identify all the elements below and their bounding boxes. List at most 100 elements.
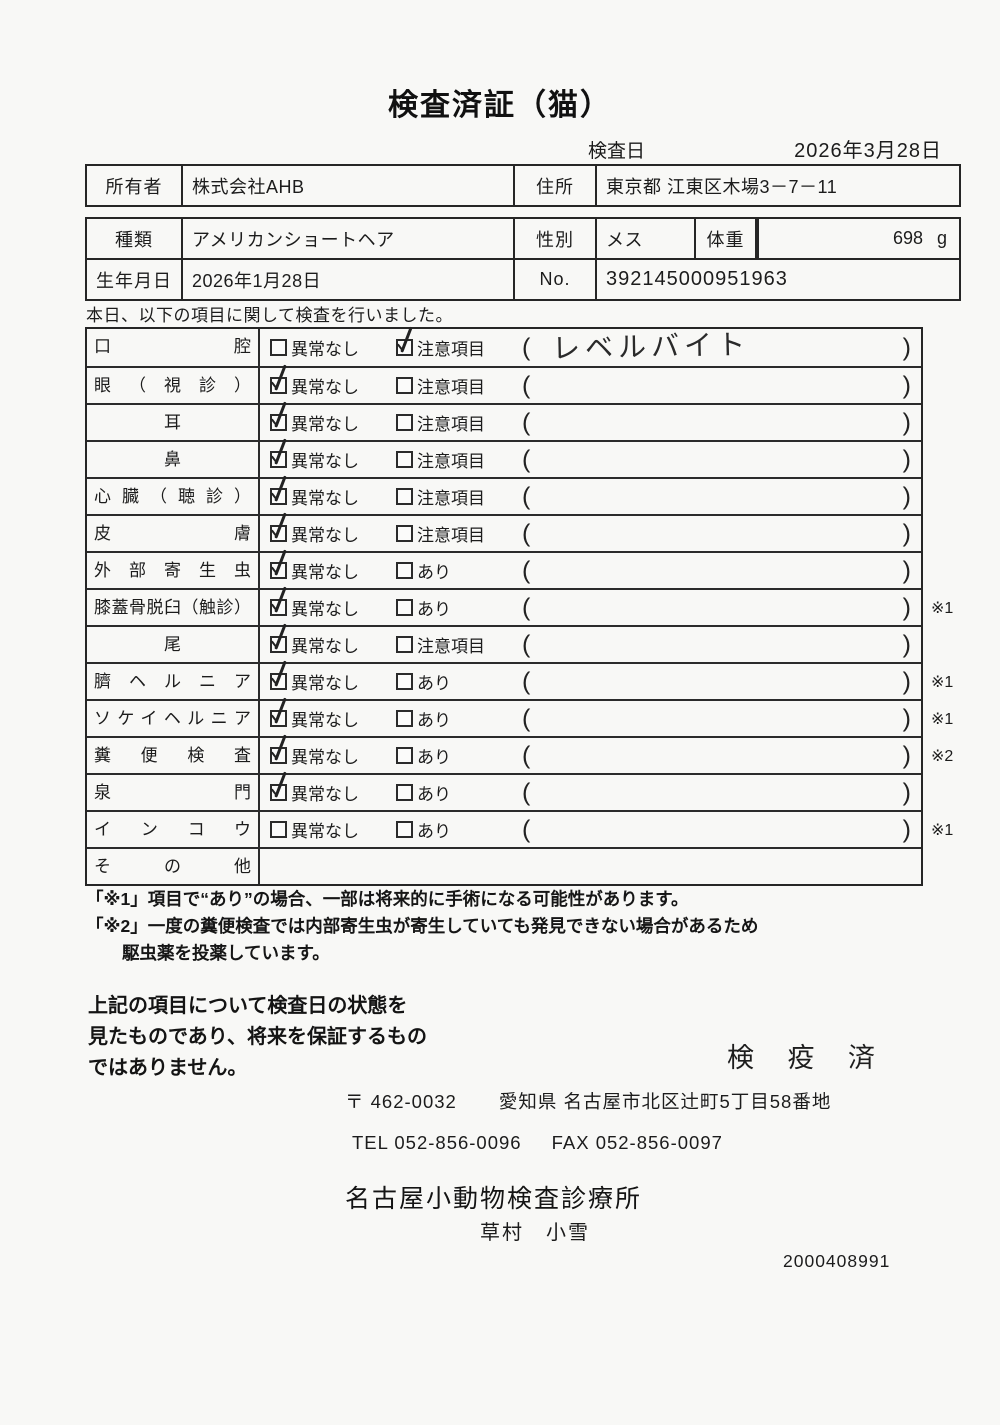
row-label: 口腔 [87, 329, 260, 366]
microchip-no-label: No. [515, 260, 597, 299]
checkbox-no-abnormality: 異常なし [270, 664, 359, 699]
checkmark-icon [268, 697, 292, 727]
checkbox-label: 異常なし [291, 785, 359, 804]
checkbox-label: あり [417, 822, 451, 841]
checkbox-no-abnormality: 異常なし [270, 329, 359, 366]
paren-open: ( [522, 815, 531, 843]
table-row-inguinal-hernia: ソケイヘルニア 異常なし あり ( ) ※1 [87, 699, 953, 736]
checkbox-icon [396, 525, 413, 542]
checkbox-icon [270, 821, 287, 838]
checkbox-label: あり [417, 674, 451, 693]
clinic-address: 愛知県 名古屋市北区辻町5丁目58番地 [498, 1091, 832, 1112]
checkmark-icon [268, 475, 292, 505]
checkbox-icon [270, 562, 287, 579]
checkbox-icon [396, 377, 413, 394]
checkbox-present: あり [396, 590, 451, 625]
address-value: 東京都 江東区木場3－7－11 [606, 176, 838, 197]
other-empty-cell [260, 849, 921, 884]
handwritten-note: レベルバイト [551, 328, 751, 365]
weight-value: 698 g [757, 219, 959, 258]
paren-close: ) [902, 630, 911, 658]
checkbox-caution: 注意項目 [396, 405, 485, 440]
checkbox-no-abnormality: 異常なし [270, 701, 359, 736]
owner-value: 株式会社AHB [192, 176, 305, 197]
checkbox-label: 異常なし [291, 822, 359, 841]
table-row-eyes: 眼（視診） 異常なし 注意項目 ( ) [87, 366, 921, 403]
row-label: その他 [87, 849, 260, 884]
breed-label: 種類 [87, 219, 183, 258]
checkmark-icon [268, 660, 292, 690]
checkmark-icon [268, 401, 292, 431]
checkbox-label: あり [417, 600, 451, 619]
paren-open: ( [522, 556, 531, 584]
footnote-2: 「※2」一度の糞便検査では内部寄生虫が寄生していても発見できない場合があるため [86, 916, 759, 936]
intro-sentence: 本日、以下の項目に関して検査を行いました。 [86, 306, 453, 325]
quarantine-passed-stamp: 検 疫 済 [727, 1043, 889, 1073]
checkbox-caution: 注意項目 [396, 368, 485, 403]
footnote-mark: ※1 [931, 710, 954, 728]
paren-close: ) [902, 593, 911, 621]
paren-open: ( [522, 445, 531, 473]
table-row-tail: 尾 異常なし 注意項目 ( ) [87, 625, 921, 662]
checkbox-no-abnormality: 異常なし [270, 627, 359, 662]
checkbox-no-abnormality: 異常なし [270, 775, 359, 810]
checkmark-icon [268, 734, 292, 764]
row-label: 外部寄生虫 [87, 553, 260, 588]
checkbox-icon [396, 599, 413, 616]
checkbox-icon [396, 784, 413, 801]
checkbox-present: あり [396, 775, 451, 810]
row-label: 臍ヘルニア [87, 664, 260, 699]
checkbox-label: 注意項目 [417, 637, 485, 656]
table-row-nose: 鼻 異常なし 注意項目 ( ) [87, 440, 921, 477]
checkbox-icon [270, 414, 287, 431]
checkmark-icon [268, 512, 292, 542]
paren-open: ( [522, 778, 531, 806]
checkbox-icon [396, 636, 413, 653]
checkbox-label: 異常なし [291, 489, 359, 508]
checkmark-icon [268, 623, 292, 653]
checkbox-icon [270, 451, 287, 468]
paren-close: ) [902, 778, 911, 806]
paren-close: ) [902, 556, 911, 584]
birthdate-label: 生年月日 [87, 260, 183, 299]
row-label: 糞便検査 [87, 738, 260, 773]
checkbox-icon [396, 451, 413, 468]
footnote-2-continued: 駆虫薬を投薬しています。 [122, 943, 330, 963]
checkbox-label: 注意項目 [417, 452, 485, 471]
clinic-phone-row: TEL 052-856-0096 FAX 052-856-0097 [352, 1132, 723, 1154]
checkbox-label: 注意項目 [417, 378, 485, 397]
paren-close: ) [902, 333, 911, 361]
checkbox-label: あり [417, 711, 451, 730]
paren-open: ( [522, 333, 531, 361]
sex-weight-no-box: 性別 メス 体重 698 g No. 392145000951963 [513, 217, 961, 301]
sex-label: 性別 [515, 219, 597, 258]
checkbox-icon [270, 636, 287, 653]
clinic-name: 名古屋小動物検査診療所 [345, 1185, 643, 1213]
checkbox-icon [270, 525, 287, 542]
checkbox-no-abnormality: 異常なし [270, 812, 359, 847]
table-row-other: その他 [87, 847, 921, 884]
checkbox-label: 注意項目 [417, 415, 485, 434]
table-row-ears: 耳 異常なし 注意項目 ( ) [87, 403, 921, 440]
checkbox-label: 異常なし [291, 415, 359, 434]
checkbox-label: 異常なし [291, 600, 359, 619]
microchip-no-value: 392145000951963 [606, 268, 788, 290]
checkbox-caution: 注意項目 [396, 516, 485, 551]
checkbox-icon [396, 821, 413, 838]
paren-open: ( [522, 408, 531, 436]
paren-open: ( [522, 519, 531, 547]
paren-open: ( [522, 371, 531, 399]
checkbox-label: 異常なし [291, 748, 359, 767]
paren-close: ) [902, 371, 911, 399]
owner-label: 所有者 [87, 166, 183, 205]
checkbox-icon [396, 673, 413, 690]
table-row-external-parasites: 外部寄生虫 異常なし あり ( ) [87, 551, 921, 588]
inspection-date-value: 2026年3月28日 [794, 140, 942, 162]
paren-open: ( [522, 667, 531, 695]
row-label: 耳 [87, 405, 260, 440]
checkmark-icon [268, 438, 292, 468]
checkmark-icon [268, 586, 292, 616]
checkbox-label: あり [417, 748, 451, 767]
checkbox-icon [270, 339, 287, 356]
breed-birth-box: 種類 アメリカンショートヘア 生年月日 2026年1月28日 [85, 217, 515, 301]
